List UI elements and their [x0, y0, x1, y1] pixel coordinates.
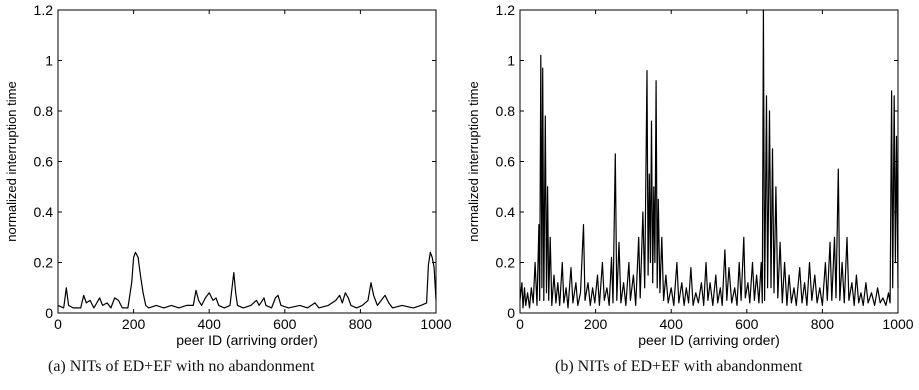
series-line-a-0	[57, 251, 437, 309]
x-axis-label-a: peer ID (arriving order)	[176, 332, 318, 348]
y-tick-label-b: 0	[507, 305, 515, 321]
x-tick-label-a: 800	[349, 316, 373, 332]
series-line-b-0	[519, 9, 899, 309]
y-tick-label-b: 1.2	[496, 2, 516, 18]
y-tick-label-a: 0.2	[34, 255, 54, 271]
y-tick-label-a: 1.2	[34, 2, 54, 18]
x-axis-label-b: peer ID (arriving order)	[638, 332, 780, 348]
y-tick-label-b: 0.8	[496, 103, 516, 119]
x-tick-label-b: 1000	[882, 316, 913, 332]
y-axis-label-a: normalized interruption time	[4, 81, 19, 241]
x-tick-label-b: 400	[660, 316, 684, 332]
x-tick-label-a: 400	[198, 316, 222, 332]
y-tick-label-a: 0.4	[34, 204, 54, 220]
x-tick-label-b: 600	[735, 316, 759, 332]
plot-frame-a	[57, 9, 437, 314]
x-tick-label-a: 200	[122, 316, 146, 332]
y-tick-label-a: 0.6	[34, 154, 54, 170]
y-tick-label-b: 0.6	[496, 154, 516, 170]
y-tick-label-a: 1	[45, 53, 53, 69]
x-tick-label-a: 600	[273, 316, 297, 332]
y-tick-label-b: 0.2	[496, 255, 516, 271]
x-tick-label-a: 0	[54, 316, 62, 332]
x-tick-label-b: 800	[811, 316, 835, 332]
x-tick-label-b: 0	[516, 316, 524, 332]
x-tick-label-a: 1000	[420, 316, 451, 332]
figure-charts: 0 200 400 600 800 1000 0 0.2 0.4 0.6 0.8 1 1.2 peer I…	[4, 2, 914, 348]
x-tick-label-b: 200	[584, 316, 608, 332]
y-tick-label-b: 1	[507, 53, 515, 69]
y-tick-label-b: 0.4	[496, 204, 516, 220]
y-tick-label-a: 0.8	[34, 103, 54, 119]
y-axis-label-b: normalized interruption time	[466, 81, 481, 241]
caption-b: (b) NITs of ED+EF with abandonment	[555, 358, 803, 375]
caption-a: (a) NITs of ED+EF with no abandonment	[48, 358, 315, 375]
y-tick-label-a: 0	[45, 305, 53, 321]
